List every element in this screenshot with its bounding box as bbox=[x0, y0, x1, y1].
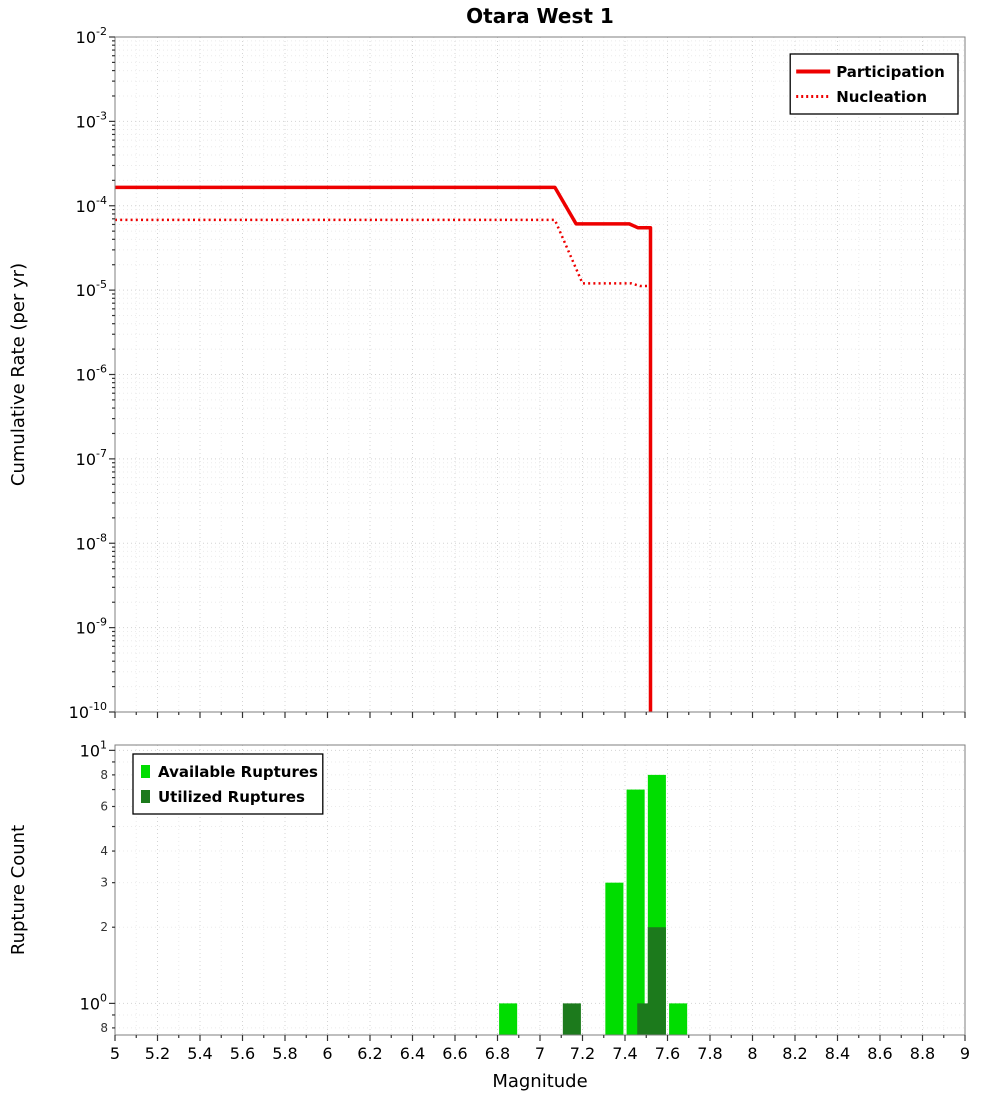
cumulative-rate-x-axis bbox=[114, 712, 966, 718]
x-tick-label: 6.6 bbox=[442, 1044, 467, 1063]
y-tick-label: 101 bbox=[80, 738, 107, 760]
legend-item-nucleation: Nucleation bbox=[796, 88, 927, 106]
x-tick-label: 6.2 bbox=[357, 1044, 382, 1063]
participation-line bbox=[115, 185, 653, 712]
x-axis-title: Magnitude bbox=[492, 1071, 587, 1092]
cumulative-rate-grid bbox=[115, 37, 965, 712]
x-tick-label: 8.4 bbox=[825, 1044, 850, 1063]
nucleation-line bbox=[115, 218, 652, 712]
y-minor-tick-label: 4 bbox=[100, 844, 108, 858]
x-tick-label: 6.4 bbox=[400, 1044, 425, 1063]
y-tick-label: 10-6 bbox=[76, 363, 107, 385]
y-minor-tick-label: 8 bbox=[100, 768, 108, 782]
available-ruptures-bar bbox=[626, 789, 645, 1035]
legend-box bbox=[789, 53, 959, 115]
x-tick-label: 5.2 bbox=[145, 1044, 170, 1063]
x-tick-label: 6.8 bbox=[485, 1044, 510, 1063]
x-tick-label: 5 bbox=[110, 1044, 120, 1063]
x-tick-label: 8.6 bbox=[867, 1044, 892, 1063]
rupture-count-axis-title: Rupture Count bbox=[8, 825, 29, 955]
y-tick-label: 10-3 bbox=[76, 109, 107, 131]
legend-rect-swatch bbox=[141, 790, 150, 803]
x-tick-label: 7.8 bbox=[697, 1044, 722, 1063]
cumulative-rate-legend: Participation Nucleation bbox=[789, 53, 959, 115]
x-tick-label: 8 bbox=[747, 1044, 757, 1063]
legend-label: Nucleation bbox=[836, 88, 927, 106]
x-tick-label: 5.8 bbox=[272, 1044, 297, 1063]
x-tick-label: 7.4 bbox=[612, 1044, 637, 1063]
cumulative-rate-per-yr-axis-title: Cumulative Rate (per yr) bbox=[8, 263, 29, 486]
legend-item-participation: Participation bbox=[796, 63, 945, 81]
y-tick-label: 100 bbox=[80, 991, 107, 1013]
y-tick-label: 10-10 bbox=[69, 700, 107, 722]
legend-label: Participation bbox=[836, 63, 945, 81]
x-tick-label: 6 bbox=[322, 1044, 332, 1063]
legend-label: Available Ruptures bbox=[158, 763, 318, 781]
legend-item-available-ruptures: Available Ruptures bbox=[141, 763, 318, 781]
x-tick-label: 5.4 bbox=[187, 1044, 212, 1063]
legend-label: Utilized Ruptures bbox=[158, 788, 305, 806]
legend-rect-swatch bbox=[141, 765, 150, 778]
x-tick-label: 7 bbox=[535, 1044, 545, 1063]
y-tick-label: 10-4 bbox=[76, 194, 107, 216]
rupture-count-panel: 5 5.2 5.4 5.6 5.8 6 6.2 6.4 6.6 6.8 7 7.2 7.4 7.6 7.8 8… bbox=[8, 738, 970, 1092]
y-tick-label: 10-9 bbox=[76, 616, 107, 638]
utilized-ruptures-bars bbox=[562, 927, 666, 1035]
y-tick-label: 10-2 bbox=[76, 25, 107, 47]
y-minor-tick-label: 3 bbox=[100, 876, 108, 890]
utilized-ruptures-bar bbox=[647, 927, 666, 1035]
rupture-count-x-axis: 5 5.2 5.4 5.6 5.8 6 6.2 6.4 6.6 6.8 7 7.2 7.4 7.6 7.8 8… bbox=[110, 1035, 970, 1063]
y-tick-label: 10-8 bbox=[76, 531, 107, 553]
x-tick-label: 8.2 bbox=[782, 1044, 807, 1063]
cumulative-rate-y-axis: 10-2 10-3 10-4 10-5 10-6 10-7 10-8 10-9 10-10 bbox=[69, 25, 115, 722]
x-tick-label: 8.8 bbox=[910, 1044, 935, 1063]
available-ruptures-bar bbox=[605, 882, 624, 1035]
legend-item-utilized-ruptures: Utilized Ruptures bbox=[141, 788, 305, 806]
rupture-count-grid bbox=[115, 745, 965, 1035]
utilized-ruptures-bar bbox=[562, 1003, 581, 1035]
rupture-count-y-axis: 101 100 8 6 4 3 2 8 bbox=[80, 738, 115, 1035]
chart-title: Otara West 1 bbox=[466, 4, 614, 28]
cumulative-rate-panel: 10-2 10-3 10-4 10-5 10-6 10-7 10-8 10-9 10-10 Cum… bbox=[8, 25, 966, 722]
x-tick-label: 5.6 bbox=[230, 1044, 255, 1063]
rupture-count-legend: Available Ruptures Utilized Ruptures bbox=[132, 753, 324, 815]
available-ruptures-bar bbox=[669, 1003, 688, 1035]
legend-box bbox=[132, 753, 324, 815]
y-minor-tick-label: 6 bbox=[100, 799, 108, 813]
x-tick-label: 9 bbox=[960, 1044, 970, 1063]
y-minor-tick-label: 2 bbox=[100, 920, 108, 934]
available-ruptures-bar bbox=[499, 1003, 518, 1035]
y-tick-label: 10-7 bbox=[76, 447, 107, 469]
x-tick-label: 7.6 bbox=[655, 1044, 680, 1063]
y-minor-tick-label: 8 bbox=[100, 1021, 108, 1035]
y-tick-label: 10-5 bbox=[76, 278, 107, 300]
x-tick-label: 7.2 bbox=[570, 1044, 595, 1063]
